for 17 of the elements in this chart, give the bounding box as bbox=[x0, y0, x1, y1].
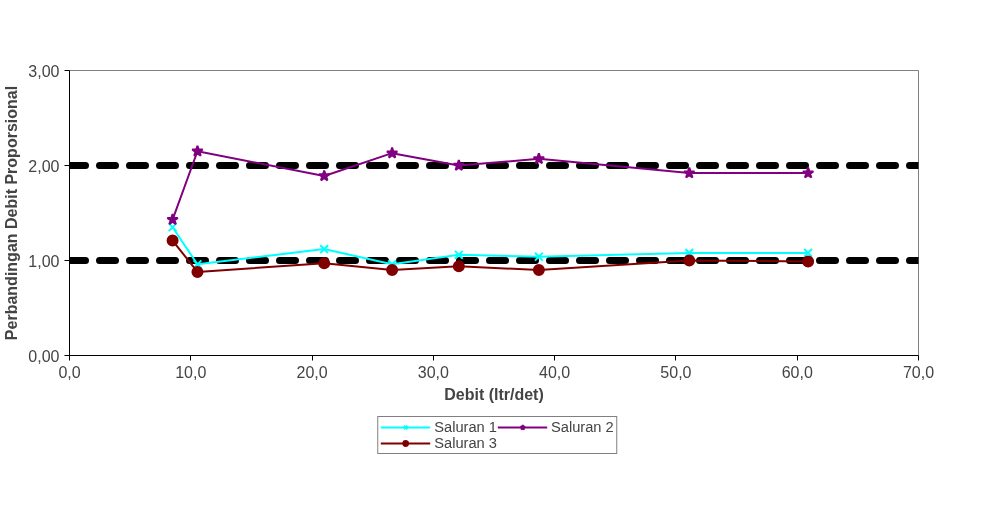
x-tick-label: 70,0 bbox=[902, 363, 935, 381]
x-tick-label: 30,0 bbox=[417, 363, 450, 381]
x-tick-label: 10,0 bbox=[175, 363, 207, 381]
legend-label: Saluran 1 bbox=[434, 419, 497, 435]
x-tick-label: 0,0 bbox=[58, 363, 81, 381]
x-axis-title: Debit (ltr/det) bbox=[444, 385, 544, 403]
y-axis-title: Perbandingan Debit Proporsional bbox=[3, 85, 21, 341]
legend-label: Saluran 2 bbox=[551, 419, 614, 435]
x-tick-label: 40,0 bbox=[539, 363, 571, 381]
x-tick-label: 20,0 bbox=[296, 363, 328, 381]
y-tick-label: 0,00 bbox=[28, 347, 60, 365]
y-tick-label: 2,00 bbox=[28, 157, 60, 175]
y-tick-label: 3,00 bbox=[28, 62, 60, 80]
legend-label: Saluran 3 bbox=[434, 435, 497, 451]
x-tick-label: 50,0 bbox=[660, 363, 692, 381]
y-tick-label: 1,00 bbox=[28, 252, 60, 270]
x-tick-label: 60,0 bbox=[781, 363, 813, 381]
